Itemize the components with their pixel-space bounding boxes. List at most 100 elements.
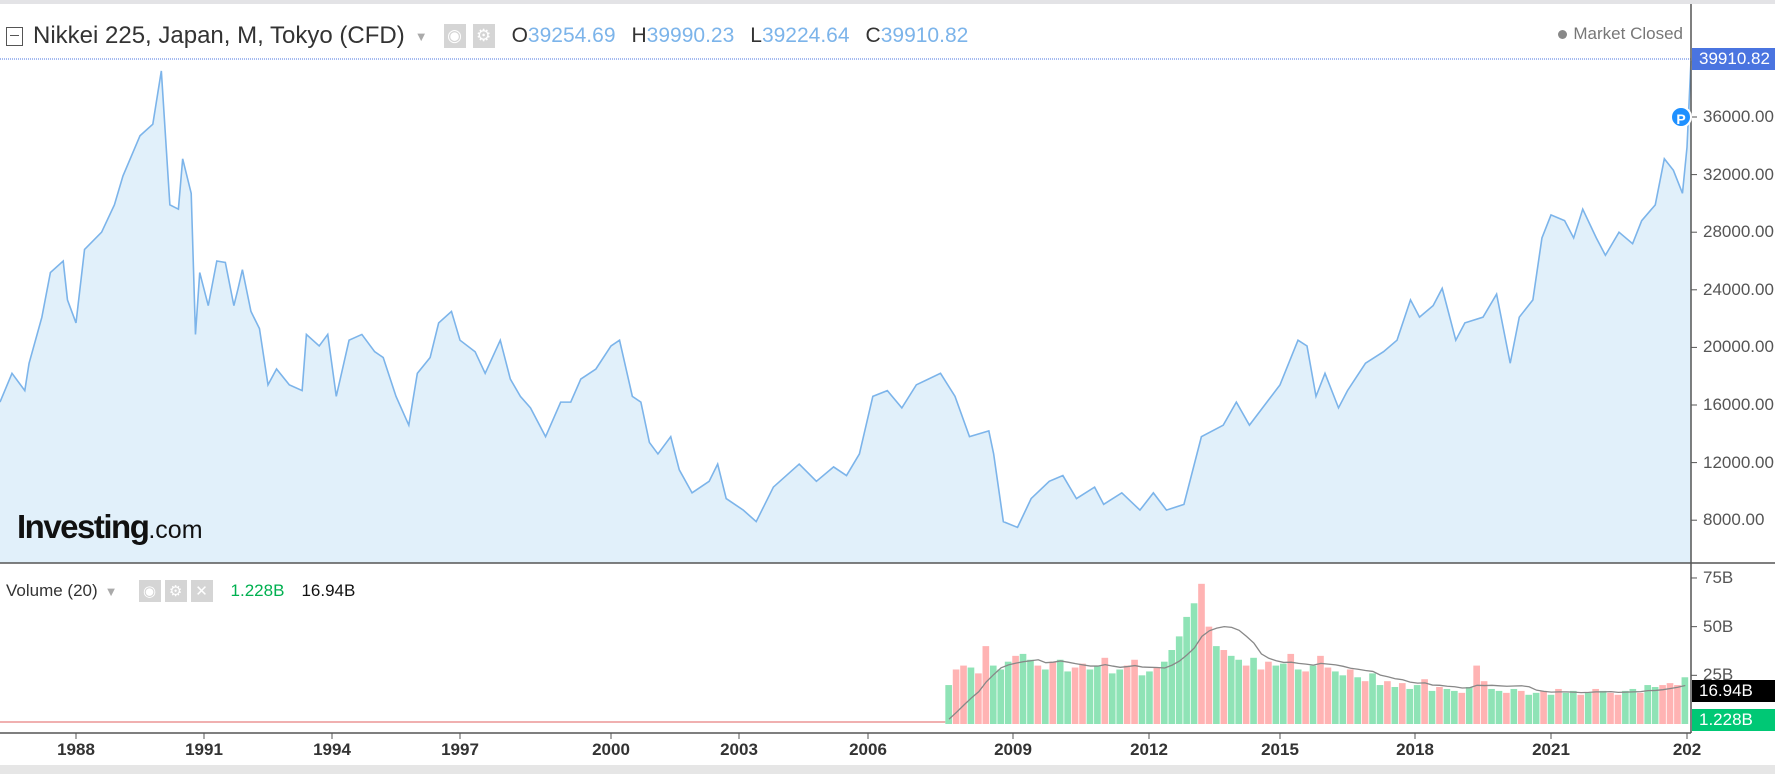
volume-bar xyxy=(997,669,1005,724)
volume-bar xyxy=(952,669,960,724)
y-tick-label: 16000.00 xyxy=(1703,395,1774,414)
x-tick-label: 2018 xyxy=(1396,740,1434,759)
volume-bar xyxy=(1473,665,1480,724)
volume-bar xyxy=(1004,661,1012,724)
y-tick-label: 32000.00 xyxy=(1703,164,1774,184)
volume-bar xyxy=(1681,677,1689,724)
y-tick-label: 28000.00 xyxy=(1703,222,1774,242)
volume-bar xyxy=(1436,687,1443,724)
volume-bar xyxy=(1577,694,1585,724)
volume-bar xyxy=(1666,683,1674,724)
volume-bar xyxy=(1354,677,1361,724)
volume-bar xyxy=(1584,692,1592,724)
volume-bar xyxy=(1607,692,1614,724)
x-tick-label: 1997 xyxy=(441,740,479,759)
close-icon[interactable]: ✕ xyxy=(190,580,213,602)
axes xyxy=(0,0,1775,739)
ohlc-low: L39224.64 xyxy=(750,24,850,47)
volume-bar xyxy=(1413,685,1421,724)
chart-legend: Nikkei 225, Japan, M, Tokyo (CFD) ▼ ◉ ⚙ … xyxy=(6,20,968,52)
price-marker-badge[interactable]: P xyxy=(1670,106,1692,128)
volume-bar xyxy=(1190,603,1198,724)
volume-bar xyxy=(1242,665,1250,724)
y-tick-label: 12000.00 xyxy=(1703,452,1774,472)
volume-bar xyxy=(1042,669,1049,724)
volume-bar xyxy=(1555,688,1562,724)
volume-bar xyxy=(1205,626,1213,724)
x-tick-label: 1991 xyxy=(185,740,223,759)
volume-bar xyxy=(1302,671,1309,724)
x-tick-label: 2000 xyxy=(592,740,630,759)
volume-bar xyxy=(1458,692,1466,724)
symbol-title[interactable]: Nikkei 225, Japan, M, Tokyo (CFD) xyxy=(33,22,405,49)
eye-icon[interactable]: ◉ xyxy=(138,580,161,602)
top-border xyxy=(0,0,1775,4)
volume-bar xyxy=(1257,669,1265,724)
volume-bar xyxy=(1034,665,1042,724)
volume-bar xyxy=(1622,690,1629,724)
volume-bar xyxy=(1131,659,1138,724)
volume-bar xyxy=(1198,583,1205,724)
volume-bar xyxy=(1175,636,1183,724)
volume-bar xyxy=(1651,687,1659,724)
eye-icon[interactable]: ◉ xyxy=(443,24,466,48)
volume-bar xyxy=(1012,655,1019,724)
status-dot-icon xyxy=(1558,29,1568,39)
volume-bar xyxy=(1614,694,1622,724)
volume-bar xyxy=(1592,688,1599,724)
volume-bar xyxy=(1376,685,1384,724)
volume-ma-value: 16.94B xyxy=(301,581,356,600)
volume-bar xyxy=(1443,688,1451,724)
volume-bar xyxy=(1384,681,1391,724)
investing-logo: Investing.com xyxy=(17,508,203,545)
volume-bar xyxy=(960,665,967,724)
volume-bar xyxy=(989,665,997,724)
volume-bar xyxy=(1659,685,1666,724)
volume-bar xyxy=(1636,692,1644,724)
volume-bar xyxy=(1309,665,1317,724)
volume-bar xyxy=(1250,657,1257,724)
volume-bar xyxy=(1027,659,1034,724)
volume-title[interactable]: Volume (20) xyxy=(6,581,98,600)
volume-bar xyxy=(1079,663,1086,724)
price-line xyxy=(0,60,1692,529)
ohlc-open: O39254.69 xyxy=(511,24,616,47)
volume-bar xyxy=(1406,688,1414,724)
gear-icon[interactable]: ⚙ xyxy=(164,580,187,602)
x-tick-label: 202 xyxy=(1672,740,1702,759)
volume-bar xyxy=(1235,659,1242,724)
bottom-scrollbar[interactable] xyxy=(0,765,1775,774)
volume-bar xyxy=(1391,687,1399,724)
volume-bar xyxy=(1674,685,1681,724)
volume-bar xyxy=(1532,692,1540,724)
volume-bar xyxy=(982,646,990,724)
volume-bar xyxy=(1361,681,1369,724)
volume-bar xyxy=(1503,692,1510,724)
chevron-down-icon[interactable]: ▼ xyxy=(104,583,118,599)
volume-bar xyxy=(1629,688,1637,724)
volume-bar xyxy=(1019,653,1027,724)
x-tick-label: 2021 xyxy=(1532,740,1570,759)
collapse-icon[interactable] xyxy=(6,26,23,46)
x-tick-label: 2003 xyxy=(720,740,758,759)
volume-bar xyxy=(1570,690,1577,724)
volume-bar xyxy=(1287,653,1295,724)
gear-icon[interactable]: ⚙ xyxy=(472,24,495,48)
volume-ma-line xyxy=(948,625,1686,720)
volume-bar xyxy=(1265,661,1272,724)
volume-bar xyxy=(1451,690,1458,724)
ohlc-close: C39910.82 xyxy=(865,24,969,47)
x-tick-label: 1988 xyxy=(57,740,95,759)
volume-bar xyxy=(1339,675,1347,724)
volume-bar xyxy=(1071,667,1079,724)
volume-y-tick-label: 25B xyxy=(1703,665,1734,685)
volume-bar xyxy=(1480,681,1488,724)
x-tick-label: 2006 xyxy=(849,740,887,759)
volume-bar xyxy=(1160,661,1168,724)
volume-bar xyxy=(1428,690,1436,724)
volume-bars xyxy=(0,583,1689,724)
volume-bar xyxy=(967,667,975,724)
volume-bar xyxy=(1398,683,1406,724)
chevron-down-icon[interactable]: ▼ xyxy=(414,28,428,44)
